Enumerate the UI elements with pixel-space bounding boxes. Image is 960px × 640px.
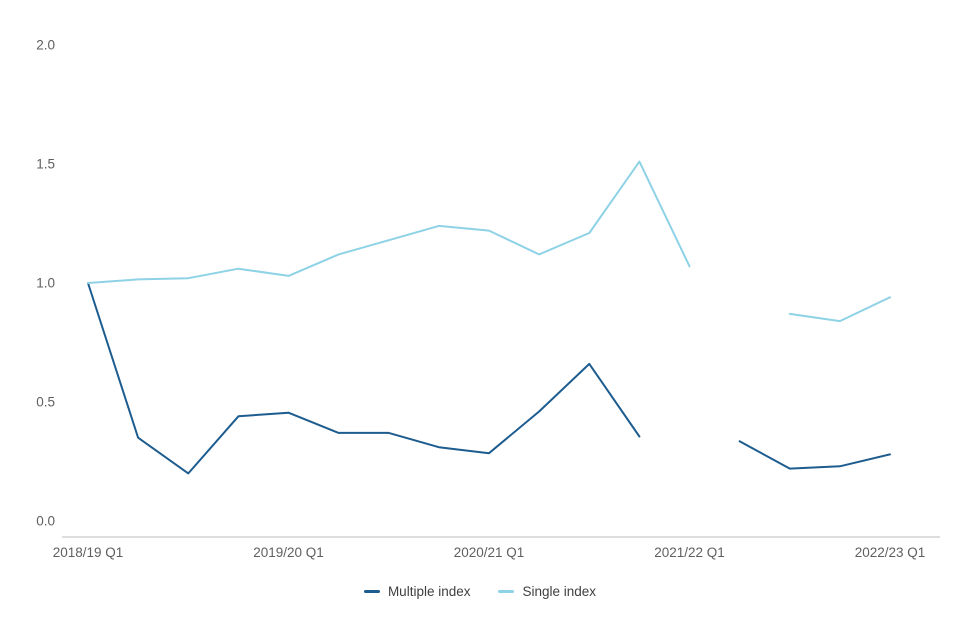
- x-axis-tick-label: 2019/20 Q1: [253, 545, 324, 560]
- x-axis-tick-label: 2020/21 Q1: [454, 545, 525, 560]
- y-axis-tick-label: 1.0: [36, 276, 55, 291]
- y-axis-tick-label: 0.5: [36, 395, 55, 410]
- legend-swatch-multiple-index: [363, 590, 380, 593]
- x-axis-tick-label: 2021/22 Q1: [654, 545, 725, 560]
- series-line-multiple-index: [738, 440, 891, 470]
- series-line-single-index: [788, 296, 891, 323]
- legend-item-single-index: Single index: [498, 584, 596, 599]
- chart-legend: Multiple index Single index: [0, 584, 960, 599]
- chart-canvas: 0.0 0.5 1.0 1.5 2.0 2018/19 Q1 2019/20 Q1 2020/…: [36, 38, 940, 560]
- series-line-multiple-index: [87, 282, 641, 475]
- y-axis-tick-label: 1.5: [36, 157, 55, 172]
- legend-item-multiple-index: Multiple index: [363, 584, 471, 599]
- x-axis-tick-label: 2018/19 Q1: [53, 545, 124, 560]
- y-axis-tick-label: 2.0: [36, 38, 55, 53]
- y-axis-tick-label: 0.0: [36, 514, 55, 529]
- series-line-single-index: [87, 160, 691, 284]
- legend-swatch-single-index: [498, 590, 515, 593]
- legend-label-multiple-index: Multiple index: [387, 584, 471, 599]
- x-axis-tick-label: 2022/23 Q1: [855, 545, 926, 560]
- legend-label-single-index: Single index: [522, 584, 597, 599]
